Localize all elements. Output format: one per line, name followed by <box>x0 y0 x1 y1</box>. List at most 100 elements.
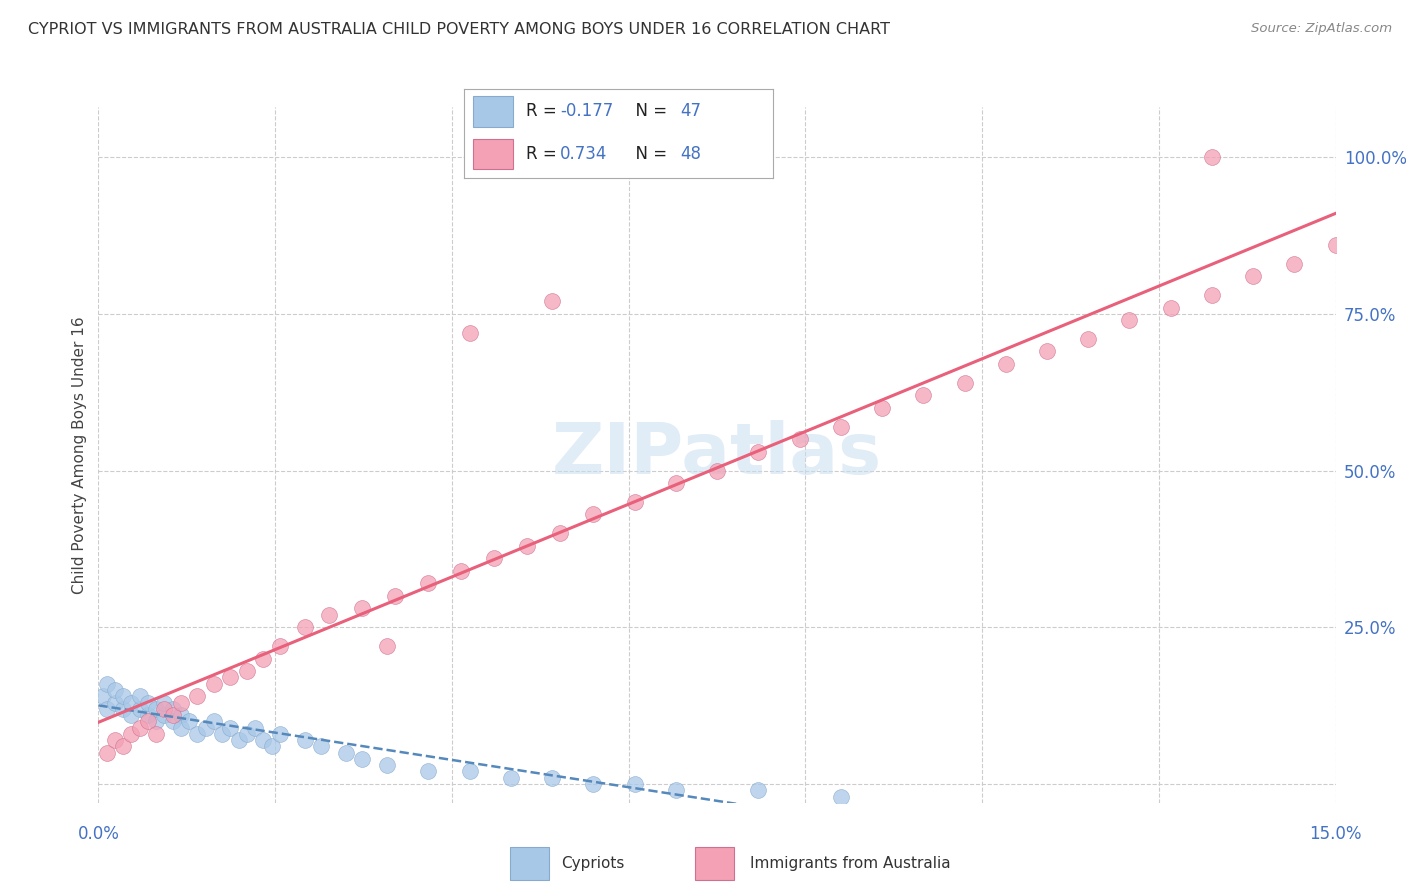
Point <box>96 676 118 690</box>
Point <box>665 476 688 491</box>
Point <box>120 696 142 710</box>
Point <box>375 639 398 653</box>
Point <box>91 690 114 704</box>
Point <box>623 777 645 791</box>
Point <box>541 294 564 309</box>
Point <box>582 777 605 791</box>
Point <box>145 727 167 741</box>
Point <box>953 376 976 390</box>
Point <box>994 357 1017 371</box>
Text: 0.734: 0.734 <box>560 145 607 163</box>
Point <box>789 432 811 446</box>
Point <box>1324 238 1347 252</box>
Point <box>541 771 564 785</box>
Text: N =: N = <box>624 145 672 163</box>
Point <box>104 683 127 698</box>
Bar <box>695 847 734 880</box>
Point <box>1241 269 1264 284</box>
Point <box>219 670 242 684</box>
Point <box>294 620 316 634</box>
Point <box>179 714 201 729</box>
Point <box>582 508 605 522</box>
Point <box>375 758 398 772</box>
Point <box>186 690 208 704</box>
Point <box>912 388 935 402</box>
Point <box>1201 150 1223 164</box>
Point <box>252 733 274 747</box>
Point <box>112 739 135 754</box>
Point <box>418 576 440 591</box>
Point <box>384 589 406 603</box>
Point <box>830 419 852 434</box>
Point <box>153 702 176 716</box>
Text: CYPRIOT VS IMMIGRANTS FROM AUSTRALIA CHILD POVERTY AMONG BOYS UNDER 16 CORRELATI: CYPRIOT VS IMMIGRANTS FROM AUSTRALIA CHI… <box>28 22 890 37</box>
Text: 0.0%: 0.0% <box>77 825 120 843</box>
Point <box>236 727 259 741</box>
Point <box>352 601 374 615</box>
Point <box>260 739 283 754</box>
Point <box>162 714 184 729</box>
Point <box>128 721 150 735</box>
Y-axis label: Child Poverty Among Boys Under 16: Child Poverty Among Boys Under 16 <box>72 316 87 594</box>
Point <box>228 733 250 747</box>
Point <box>747 783 769 797</box>
Point <box>418 764 440 779</box>
Text: 48: 48 <box>681 145 702 163</box>
Point <box>211 727 233 741</box>
Point <box>318 607 340 622</box>
Point <box>96 746 118 760</box>
Point <box>1077 332 1099 346</box>
Point <box>170 708 193 723</box>
Text: 15.0%: 15.0% <box>1309 825 1362 843</box>
Point <box>145 702 167 716</box>
Point <box>252 651 274 665</box>
Point <box>870 401 893 415</box>
Point <box>294 733 316 747</box>
Point <box>186 727 208 741</box>
Point <box>269 727 291 741</box>
Point <box>830 789 852 804</box>
Point <box>128 702 150 716</box>
Point <box>450 564 472 578</box>
Point <box>136 714 159 729</box>
Point <box>170 721 193 735</box>
Point <box>706 464 728 478</box>
Point <box>202 676 225 690</box>
Point <box>1036 344 1059 359</box>
Point <box>665 783 688 797</box>
Point <box>269 639 291 653</box>
Point <box>236 664 259 678</box>
Point <box>136 708 159 723</box>
Point <box>120 708 142 723</box>
Text: N =: N = <box>624 103 672 120</box>
Point <box>458 764 481 779</box>
Point <box>623 495 645 509</box>
Point <box>309 739 332 754</box>
Bar <box>474 139 513 169</box>
Point <box>162 702 184 716</box>
Text: Source: ZipAtlas.com: Source: ZipAtlas.com <box>1251 22 1392 36</box>
Point <box>516 539 538 553</box>
Point <box>170 696 193 710</box>
Text: Cypriots: Cypriots <box>561 855 624 871</box>
Text: 47: 47 <box>681 103 702 120</box>
Point <box>153 696 176 710</box>
Point <box>1201 288 1223 302</box>
Point <box>243 721 266 735</box>
Point <box>550 526 572 541</box>
Point <box>145 714 167 729</box>
Point <box>352 752 374 766</box>
Point <box>499 771 522 785</box>
Point <box>128 690 150 704</box>
Point <box>1118 313 1140 327</box>
Point <box>112 690 135 704</box>
Bar <box>510 847 550 880</box>
Point <box>112 702 135 716</box>
Point <box>1160 301 1182 315</box>
Text: Immigrants from Australia: Immigrants from Australia <box>751 855 950 871</box>
Point <box>153 708 176 723</box>
Point <box>194 721 217 735</box>
Point <box>96 702 118 716</box>
Point <box>484 551 506 566</box>
Text: R =: R = <box>526 103 562 120</box>
